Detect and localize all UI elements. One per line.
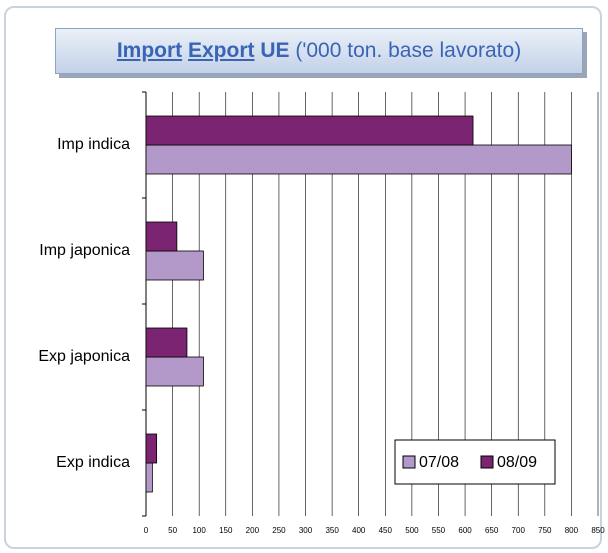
x-tick-label: 400 (352, 526, 366, 535)
x-tick-label: 150 (219, 526, 233, 535)
bar (145, 356, 204, 387)
bar (145, 250, 204, 281)
bar (145, 433, 158, 464)
x-tick-label: 800 (565, 526, 579, 535)
x-tick-label: 50 (168, 526, 177, 535)
title-part: UE (260, 39, 290, 62)
chart-frame (4, 6, 602, 549)
title-part: ('000 ton. base lavorato) (295, 39, 522, 62)
bar (145, 115, 474, 146)
x-tick-label: 650 (485, 526, 499, 535)
x-tick-label: 500 (405, 526, 419, 535)
bar (145, 327, 188, 358)
y-tick-label: Exp japonica (38, 348, 130, 365)
chart-title: Import Export UE ('000 ton. base lavorat… (55, 28, 583, 74)
title-part: Export (187, 39, 255, 62)
x-tick-label: 850 (591, 526, 605, 535)
x-tick-label: 550 (432, 526, 446, 535)
y-tick-label: Exp indica (56, 454, 130, 471)
legend-label: 08/09 (497, 454, 537, 471)
y-tick-label: Imp japonica (39, 242, 130, 259)
legend-swatch (402, 455, 416, 469)
x-tick-label: 200 (246, 526, 260, 535)
bar (145, 144, 572, 175)
y-tick-label: Imp indica (57, 136, 130, 153)
x-tick-label: 600 (458, 526, 472, 535)
legend-swatch (480, 455, 494, 469)
x-tick-label: 450 (379, 526, 393, 535)
legend-box (394, 439, 556, 485)
bar (145, 221, 178, 252)
x-tick-label: 350 (325, 526, 339, 535)
x-tick-label: 700 (512, 526, 526, 535)
x-tick-label: 100 (192, 526, 206, 535)
legend-label: 07/08 (419, 454, 459, 471)
title-part: Import (116, 39, 183, 62)
x-tick-label: 250 (272, 526, 286, 535)
bar (145, 462, 153, 493)
x-tick-label: 300 (299, 526, 313, 535)
x-tick-label: 0 (144, 526, 149, 535)
x-tick-label: 750 (538, 526, 552, 535)
